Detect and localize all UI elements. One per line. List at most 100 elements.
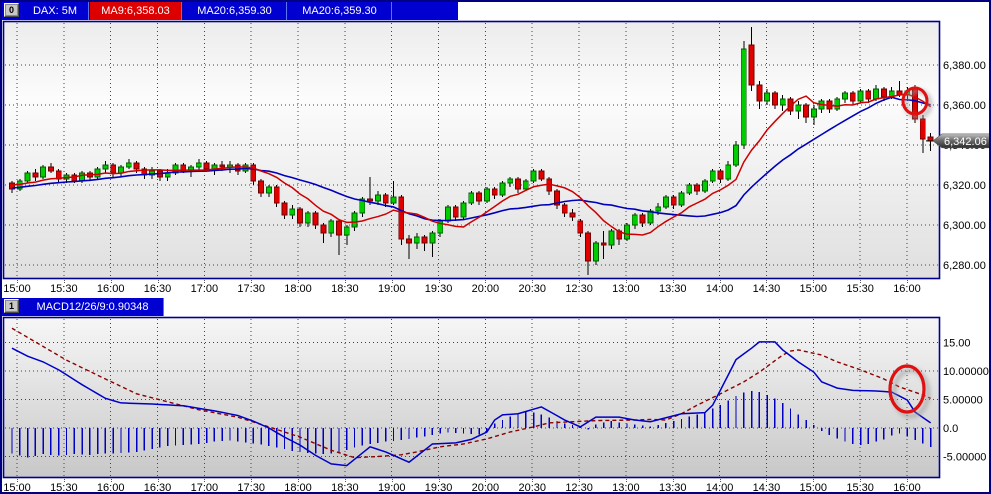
price-tick-label: 6,380.00 bbox=[943, 60, 986, 72]
time-label: 14:30 bbox=[752, 283, 781, 295]
time-tick bbox=[719, 479, 721, 482]
time-tick bbox=[251, 280, 253, 283]
macd-tick-label: 15.00 bbox=[943, 338, 971, 350]
macd-line bbox=[11, 341, 932, 467]
macd-plot-frame bbox=[2, 316, 941, 479]
time-label: 18:30 bbox=[331, 482, 359, 494]
time-label: 20:30 bbox=[518, 482, 546, 494]
time-label: 20:00 bbox=[471, 482, 500, 494]
panel-0-button[interactable]: 0 bbox=[4, 3, 19, 17]
time-label: 17:30 bbox=[237, 482, 265, 494]
time-label: 13:30 bbox=[658, 283, 687, 295]
time-label: 15:30 bbox=[50, 482, 78, 494]
time-label: 19:00 bbox=[377, 482, 406, 494]
ma20-line bbox=[11, 96, 931, 222]
macd-axis-labels: 15.00 10.00000 5.00000 0.0 -5.00000 bbox=[943, 338, 989, 464]
time-label: 15:30 bbox=[846, 283, 874, 295]
candles-layer bbox=[9, 27, 934, 275]
time-label: 16:30 bbox=[143, 283, 172, 295]
price-tick-label: 6,360.00 bbox=[943, 100, 986, 112]
time-tick bbox=[251, 479, 253, 482]
time-label: 16:00 bbox=[96, 482, 125, 494]
time-tick bbox=[157, 479, 159, 482]
time-label: 13:00 bbox=[612, 283, 640, 295]
time-tick bbox=[579, 280, 581, 283]
time-tick bbox=[860, 479, 862, 482]
time-label: 18:00 bbox=[284, 482, 312, 494]
last-price-tag-label: 6,342.06 bbox=[944, 136, 987, 148]
time-label: 19:00 bbox=[377, 283, 406, 295]
price-chart-svg[interactable]: 6,380.006,360.006,340.006,320.006,300.00… bbox=[2, 20, 991, 280]
time-label: 19:30 bbox=[424, 482, 453, 494]
time-tick bbox=[298, 479, 300, 482]
price-tick-label: 6,320.00 bbox=[943, 180, 986, 192]
time-tick bbox=[672, 280, 674, 283]
macd-title-label: MACD12/26/9:0.90348 bbox=[21, 298, 164, 316]
annotation-circle-price bbox=[901, 86, 929, 116]
panel-1-button[interactable]: 1 bbox=[4, 299, 19, 313]
price-chart[interactable]: 6,380.006,360.006,340.006,320.006,300.00… bbox=[2, 20, 991, 280]
time-label: 16:00 bbox=[893, 283, 921, 295]
time-tick bbox=[110, 479, 112, 482]
macd-chart[interactable]: 15.00 10.00000 5.00000 0.0 -5.00000 bbox=[2, 316, 991, 479]
time-label: 13:00 bbox=[612, 482, 640, 494]
time-label: 14:30 bbox=[752, 482, 781, 494]
annotation-circle-shadow bbox=[904, 89, 932, 119]
macd-panel-header: 1 MACD12/26/9:0.90348 bbox=[2, 298, 164, 316]
time-label: 18:30 bbox=[331, 283, 359, 295]
time-tick bbox=[204, 280, 206, 283]
time-tick bbox=[110, 280, 112, 283]
time-tick bbox=[625, 479, 627, 482]
time-tick bbox=[532, 280, 534, 283]
time-label: 16:30 bbox=[143, 482, 172, 494]
price-axis-labels: 6,380.006,360.006,340.006,320.006,300.00… bbox=[943, 60, 986, 272]
macd-tick-label: 0.0 bbox=[943, 423, 958, 435]
time-tick bbox=[63, 479, 65, 482]
time-label: 15:00 bbox=[3, 283, 31, 295]
time-tick bbox=[391, 280, 393, 283]
time-label: 17:30 bbox=[237, 283, 265, 295]
time-tick bbox=[672, 479, 674, 482]
time-tick bbox=[485, 479, 487, 482]
time-label: 20:00 bbox=[471, 283, 500, 295]
macd-tick-label: 10.00000 bbox=[943, 366, 989, 378]
time-tick bbox=[63, 280, 65, 283]
price-panel-header: 0 DAX: 5M MA9:6,358.03 MA20:6,359.30 MA2… bbox=[2, 2, 458, 20]
time-label: 15:00 bbox=[799, 283, 828, 295]
ma20-badge-1: MA20:6,359.30 bbox=[182, 2, 287, 20]
time-label: 19:30 bbox=[424, 283, 453, 295]
time-tick bbox=[204, 479, 206, 482]
signal-line bbox=[11, 327, 931, 459]
time-tick bbox=[813, 479, 815, 482]
macd-tick-label: 5.00000 bbox=[943, 395, 983, 407]
time-tick bbox=[17, 479, 18, 482]
time-tick bbox=[438, 479, 440, 482]
time-label: 13:30 bbox=[658, 482, 687, 494]
time-tick bbox=[813, 280, 815, 283]
price-tick-label: 6,280.00 bbox=[943, 260, 986, 272]
time-label: 12:30 bbox=[565, 283, 593, 295]
ma9-line bbox=[11, 93, 932, 236]
price-plot-frame bbox=[2, 20, 941, 280]
time-tick bbox=[906, 280, 908, 283]
time-tick bbox=[532, 479, 534, 482]
macd-chart-svg[interactable]: 15.00 10.00000 5.00000 0.0 -5.00000 bbox=[2, 316, 991, 479]
macd-plot-background bbox=[4, 318, 939, 477]
time-tick bbox=[438, 280, 440, 283]
ma9-badge: MA9:6,358.03 bbox=[89, 2, 182, 20]
time-tick bbox=[485, 280, 487, 283]
time-label: 17:00 bbox=[190, 482, 219, 494]
time-label: 16:00 bbox=[893, 482, 921, 494]
time-label: 14:00 bbox=[705, 482, 734, 494]
time-tick bbox=[157, 280, 159, 283]
time-tick bbox=[344, 280, 346, 283]
time-tick bbox=[860, 280, 862, 283]
time-tick bbox=[906, 479, 908, 482]
time-tick bbox=[766, 479, 768, 482]
time-tick bbox=[719, 280, 721, 283]
time-label: 18:00 bbox=[284, 283, 312, 295]
time-tick bbox=[766, 280, 768, 283]
time-tick bbox=[579, 479, 581, 482]
time-label: 12:30 bbox=[565, 482, 593, 494]
